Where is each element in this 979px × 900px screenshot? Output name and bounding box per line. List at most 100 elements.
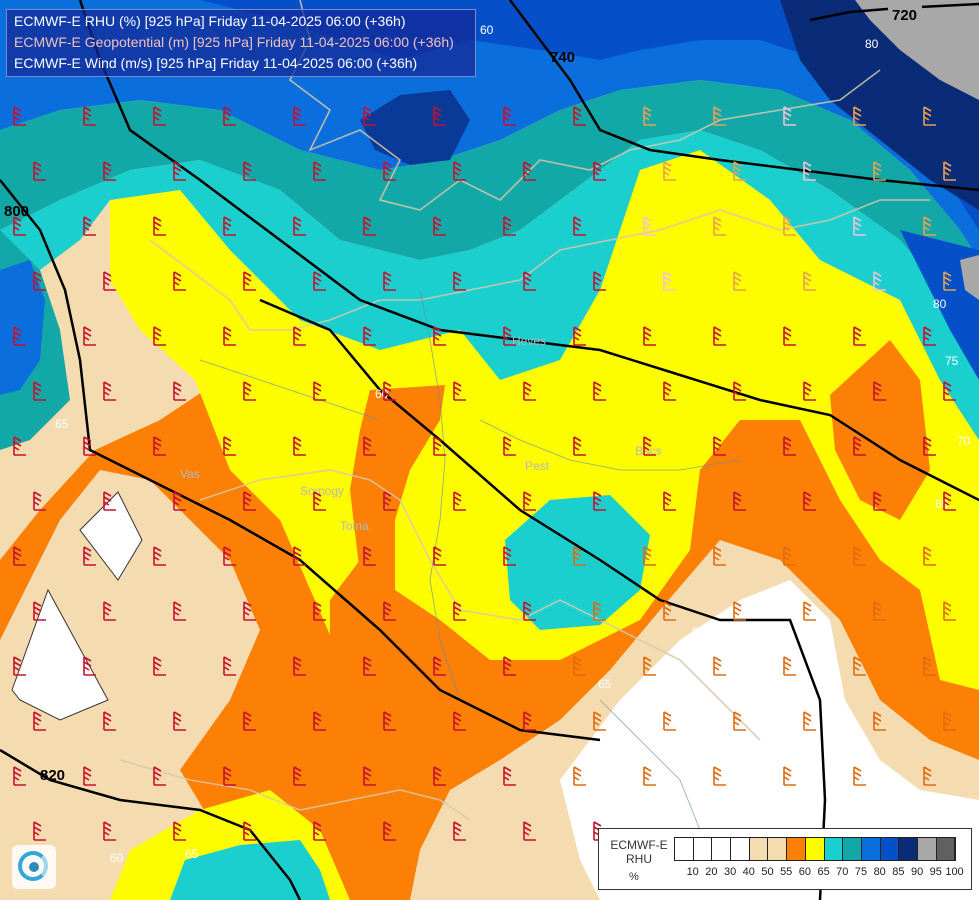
- wind-barb: [83, 546, 96, 566]
- wind-barb: [503, 546, 516, 566]
- wind-barb: [223, 436, 236, 456]
- wind-barb: [13, 326, 26, 346]
- wind-barb: [243, 711, 256, 731]
- wind-barb: [83, 766, 96, 786]
- wind-barb: [803, 491, 816, 511]
- wind-barb: [13, 766, 26, 786]
- wind-barb: [13, 656, 26, 676]
- svg-text:65: 65: [935, 497, 949, 511]
- rhu-fill-70-75: [0, 80, 979, 350]
- wind-barb: [363, 546, 376, 566]
- svg-text:80: 80: [865, 37, 879, 51]
- wind-barb: [803, 601, 816, 621]
- wind-barb: [873, 381, 886, 401]
- wind-barb: [153, 106, 166, 126]
- rhu-fill-65-70-center: [505, 495, 650, 630]
- wind-barb: [13, 546, 26, 566]
- wind-barb: [643, 546, 656, 566]
- wind-barb: [293, 216, 306, 236]
- wind-barb: [33, 601, 46, 621]
- wind-barb: [923, 546, 936, 566]
- wind-barb: [503, 216, 516, 236]
- wind-barb: [943, 271, 956, 291]
- wind-barb: [663, 271, 676, 291]
- svg-text:Vas: Vas: [180, 467, 200, 481]
- wind-barb: [453, 711, 466, 731]
- wind-barb: [223, 216, 236, 236]
- wind-barb: [943, 381, 956, 401]
- wind-barb: [313, 491, 326, 511]
- wind-barb: [733, 491, 746, 511]
- wind-barb: [713, 216, 726, 236]
- wind-barb: [713, 106, 726, 126]
- legend-tick-label: 65: [817, 866, 830, 878]
- wind-barb: [923, 766, 936, 786]
- wind-barb: [173, 601, 186, 621]
- wind-barb: [593, 711, 606, 731]
- wind-barb: [663, 711, 676, 731]
- legend-swatch: [805, 838, 825, 860]
- wind-barb: [873, 161, 886, 181]
- svg-text:Heves: Heves: [512, 334, 546, 348]
- wind-barb: [33, 711, 46, 731]
- svg-text:80: 80: [933, 297, 947, 311]
- wind-barb: [153, 656, 166, 676]
- legend-swatch: [749, 838, 769, 860]
- wind-barb: [83, 326, 96, 346]
- wind-barb: [523, 491, 536, 511]
- contour-720: [809, 2, 979, 22]
- wind-barb: [713, 326, 726, 346]
- wind-barb: [643, 436, 656, 456]
- contour-800: [259, 298, 827, 900]
- legend-tick-label: 10: [686, 866, 699, 878]
- wind-barb: [243, 381, 256, 401]
- legend-swatch: [861, 838, 881, 860]
- wind-barb: [153, 766, 166, 786]
- wind-barb: [573, 766, 586, 786]
- wind-barb: [383, 381, 396, 401]
- wind-barb: [13, 436, 26, 456]
- wind-barb: [573, 326, 586, 346]
- wind-barb: [173, 381, 186, 401]
- rhu-fill-below-50-w1: [79, 491, 143, 581]
- legend-swatch: [843, 838, 862, 860]
- wind-barb: [853, 766, 866, 786]
- wind-barb: [13, 216, 26, 236]
- wind-barb: [433, 436, 446, 456]
- wind-barb: [453, 271, 466, 291]
- wind-barb: [573, 106, 586, 126]
- wind-barb: [713, 656, 726, 676]
- wind-barb: [243, 491, 256, 511]
- wind-barb: [433, 546, 446, 566]
- wind-barb: [293, 766, 306, 786]
- wind-barb: [383, 711, 396, 731]
- wind-barb: [293, 546, 306, 566]
- rhu-fill-65-70-band: [0, 130, 979, 440]
- wind-barb: [713, 546, 726, 566]
- geopotential-labels: 720 740 800 820: [4, 4, 922, 784]
- rhu-fill-80-85-right: [900, 230, 979, 380]
- wind-barb: [173, 491, 186, 511]
- wind-barb: [663, 491, 676, 511]
- contour-820: [0, 748, 302, 900]
- wind-barb: [103, 271, 116, 291]
- wind-barb: [223, 766, 236, 786]
- wind-barb: [783, 656, 796, 676]
- svg-text:740: 740: [550, 49, 575, 66]
- legend-tick-label: 90: [910, 866, 924, 878]
- wind-barb: [453, 491, 466, 511]
- svg-text:720: 720: [892, 7, 917, 24]
- wind-barb: [293, 656, 306, 676]
- wind-barb: [243, 271, 256, 291]
- wind-barb: [873, 271, 886, 291]
- contour-760: [78, 0, 979, 502]
- wind-barb: [783, 106, 796, 126]
- legend-swatch: [880, 838, 900, 860]
- svg-text:75: 75: [945, 354, 959, 368]
- wind-barb: [33, 821, 46, 841]
- wind-barb: [523, 711, 536, 731]
- wind-barb: [783, 216, 796, 236]
- svg-text:Tolna: Tolna: [340, 519, 369, 533]
- wind-barb: [103, 821, 116, 841]
- svg-text:60: 60: [480, 23, 494, 37]
